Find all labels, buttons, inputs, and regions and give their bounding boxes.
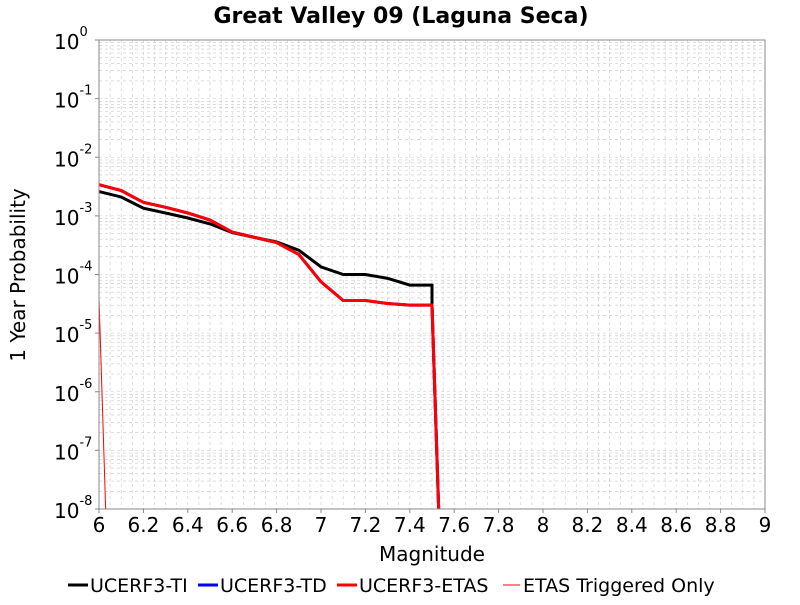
- grid: [99, 40, 765, 510]
- y-tick-label: 100: [54, 25, 88, 54]
- y-tick-label: 10-8: [54, 494, 92, 523]
- x-tick-label: 7.4: [394, 513, 426, 537]
- x-tick-label: 7.8: [483, 513, 515, 537]
- series-line-etas-triggered-only: [98, 297, 107, 510]
- x-axis-label: Magnitude: [379, 542, 485, 566]
- x-tick-label: 6.6: [216, 513, 248, 537]
- series-group: [98, 183, 441, 510]
- legend-label-ucerf3-etas: UCERF3-ETAS: [359, 575, 488, 597]
- x-tick-label: 8.8: [705, 513, 737, 537]
- x-tick-label: 8.6: [660, 513, 692, 537]
- y-tick-label: 10-6: [54, 377, 92, 406]
- legend: UCERF3-TI UCERF3-TD UCERF3-ETAS ETAS Trigge…: [68, 575, 715, 597]
- chart-title: Great Valley 09 (Laguna Seca): [214, 4, 589, 29]
- y-axis-label: 1 Year Probability: [6, 188, 30, 362]
- x-tick-label: 7.6: [438, 513, 470, 537]
- y-tick-label: 10-4: [54, 260, 92, 289]
- x-tick-label: 9: [759, 513, 772, 537]
- y-tick-label: 10-7: [54, 435, 92, 464]
- x-tick-label: 6.4: [172, 513, 204, 537]
- x-tick-label: 6.8: [261, 513, 293, 537]
- y-tick-label: 10-3: [54, 201, 92, 230]
- x-tick-label: 7: [315, 513, 328, 537]
- x-tick-label: 8: [537, 513, 550, 537]
- x-tick-label: 8.2: [571, 513, 603, 537]
- x-axis-ticks: 6 6.2 6.4 6.6 6.8 7 7.2 7.4 7.6 7.8 8 8.2 8.4 8.6 8.8 9: [93, 509, 772, 537]
- legend-label-ucerf3-ti: UCERF3-TI: [90, 575, 188, 597]
- y-tick-label: 10-5: [54, 318, 92, 347]
- x-tick-label: 6: [93, 513, 106, 537]
- legend-label-ucerf3-td: UCERF3-TD: [220, 575, 327, 597]
- y-axis-ticks: 100 10-1 10-2 10-3 10-4 10-5 10-6 10-7 10-8: [54, 25, 99, 523]
- y-tick-label: 10-1: [54, 84, 92, 113]
- series-line-ucerf3-etas: [98, 183, 441, 510]
- x-tick-label: 8.4: [616, 513, 648, 537]
- x-tick-label: 6.2: [127, 513, 159, 537]
- series-line-ucerf3-ti: [98, 190, 441, 510]
- legend-label-etas-triggered-only: ETAS Triggered Only: [523, 575, 715, 597]
- y-tick-label: 10-2: [54, 142, 92, 171]
- x-tick-label: 7.2: [349, 513, 381, 537]
